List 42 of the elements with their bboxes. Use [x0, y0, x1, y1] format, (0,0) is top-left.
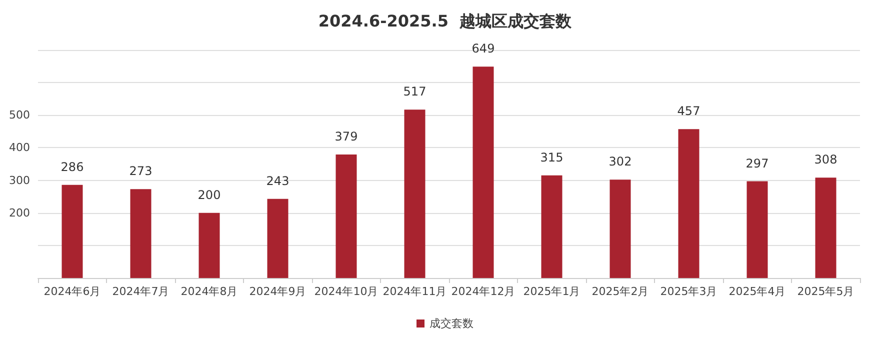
bar [746, 181, 768, 278]
x-tick-label: 2025年2月 [592, 285, 649, 298]
bar [198, 212, 220, 278]
x-tick-label: 2024年10月 [314, 285, 378, 298]
data-label: 286 [60, 160, 84, 174]
bar [472, 66, 494, 278]
bar [130, 189, 152, 278]
bar [336, 154, 357, 278]
bar [610, 180, 631, 278]
x-tick-label: 2024年7月 [112, 285, 170, 298]
x-tick-label: 2024年11月 [382, 285, 447, 298]
data-label: 649 [472, 42, 495, 56]
bar [267, 198, 288, 278]
x-tick-label: 2024年8月 [180, 285, 238, 298]
bar [678, 129, 700, 278]
x-tick-label: 2025年4月 [728, 285, 786, 298]
x-tick-label: 2025年3月 [660, 285, 718, 298]
x-tick-label: 2024年9月 [249, 285, 306, 298]
bar [815, 178, 836, 278]
data-label: 297 [746, 156, 769, 170]
data-label: 457 [677, 104, 700, 118]
y-tick-label: 300 [9, 174, 30, 187]
data-label: 302 [608, 154, 632, 169]
legend-label: 成交套数 [430, 317, 474, 330]
data-label: 379 [334, 130, 358, 144]
bar [541, 175, 562, 278]
data-label: 200 [198, 188, 221, 202]
y-tick-label: 400 [9, 141, 30, 154]
y-tick-label: 200 [9, 206, 30, 220]
bar [404, 110, 426, 278]
data-label: 308 [814, 152, 838, 167]
data-label: 273 [129, 164, 152, 178]
x-tick-label: 2024年12月 [451, 285, 516, 298]
data-label: 243 [266, 174, 290, 188]
x-tick-label: 2024年6月 [44, 285, 101, 298]
x-tick-label: 2025年5月 [797, 285, 854, 298]
data-label: 315 [540, 150, 564, 164]
bar [62, 184, 83, 278]
chart-title: 2024.6-2025.5 越城区成交套数 [318, 12, 573, 30]
data-label: 517 [403, 84, 426, 99]
y-tick-label: 500 [9, 108, 30, 122]
x-tick-label: 2025年1月 [523, 285, 580, 298]
